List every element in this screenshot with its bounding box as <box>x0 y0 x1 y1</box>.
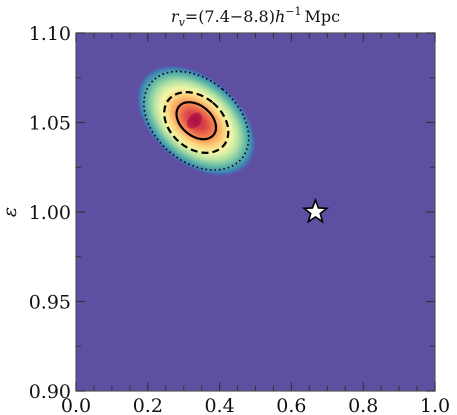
contour-solid <box>175 101 218 141</box>
title-superscript: −1 <box>285 5 301 18</box>
x-tick-label: 0.2 <box>133 395 163 415</box>
y-tick-label: 0.95 <box>29 292 71 314</box>
title-unit: Mpc <box>305 7 341 26</box>
x-tick-label: 1.0 <box>420 395 450 415</box>
star-marker <box>301 197 330 224</box>
title-subscript: v <box>179 16 186 29</box>
x-tick-labels: 0.0 0.2 0.4 0.6 0.8 1.0 <box>61 395 450 415</box>
title-variable: r <box>171 7 180 26</box>
tick-layer <box>75 32 436 392</box>
y-tick-labels: 0.90 0.95 1.00 1.05 1.10 <box>29 23 71 403</box>
x-tick-label: 0.4 <box>204 395 234 415</box>
title-h: h <box>275 7 285 26</box>
y-tick-label: 0.90 <box>29 381 71 403</box>
density-peak <box>187 112 202 129</box>
y-tick-label: 1.00 <box>29 202 71 224</box>
chart-title: rv=(7.4−8.8)h−1 Mpc <box>171 5 340 29</box>
y-tick-label: 1.05 <box>29 113 71 135</box>
title-equals: = <box>185 7 198 26</box>
marker-layer <box>301 197 330 224</box>
x-tick-label: 0.8 <box>348 395 378 415</box>
y-tick-label: 1.10 <box>29 23 71 45</box>
plot-background <box>76 33 435 391</box>
y-axis-label: ε <box>0 207 21 217</box>
contour-dotted <box>143 70 250 171</box>
x-tick-label: 0.0 <box>61 395 91 415</box>
title-range: (7.4−8.8) <box>198 7 275 26</box>
x-tick-label: 0.6 <box>276 395 306 415</box>
